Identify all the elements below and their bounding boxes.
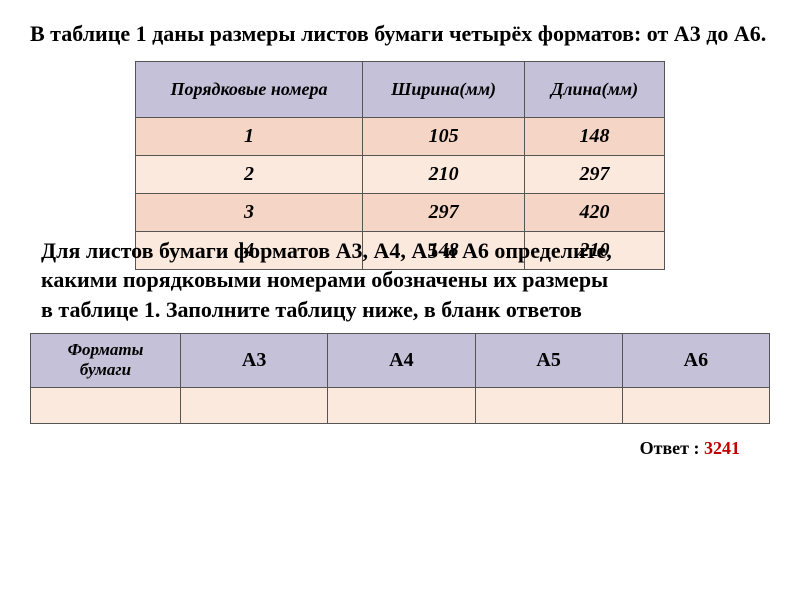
table-row: 1 105 148 xyxy=(136,117,665,155)
cell: 420 xyxy=(525,193,665,231)
answer-cell xyxy=(31,387,181,423)
paragraph-line: Для листов бумаги форматов А3, А4, А5 и … xyxy=(30,236,770,266)
cell: 210 xyxy=(363,155,525,193)
formats-label: Форматы бумаги xyxy=(31,333,181,387)
col-header-width: Ширина(мм) xyxy=(363,61,525,117)
answer-row xyxy=(31,387,770,423)
paragraph-line: в таблице 1. Заполните таблицу ниже, в б… xyxy=(30,295,770,325)
col-header-length: Длина(мм) xyxy=(525,61,665,117)
paragraph-line: какими порядковыми номерами обозначены и… xyxy=(30,265,770,295)
cell: 2 xyxy=(136,155,363,193)
format-col-a3: А3 xyxy=(181,333,328,387)
format-col-a4: А4 xyxy=(328,333,475,387)
formats-table: Форматы бумаги А3 А4 А5 А6 xyxy=(30,333,770,424)
table-row: 3 297 420 xyxy=(136,193,665,231)
answer-cell xyxy=(622,387,769,423)
cell: 297 xyxy=(363,193,525,231)
cell: 3 xyxy=(136,193,363,231)
answer-cell xyxy=(181,387,328,423)
table-row: 2 210 297 xyxy=(136,155,665,193)
cell: 148 xyxy=(525,117,665,155)
cell: 105 xyxy=(363,117,525,155)
cell: 1 xyxy=(136,117,363,155)
answer-line: Ответ : 3241 xyxy=(30,438,770,459)
answer-cell xyxy=(328,387,475,423)
format-col-a5: А5 xyxy=(475,333,622,387)
cell: 297 xyxy=(525,155,665,193)
page-title: В таблице 1 даны размеры листов бумаги ч… xyxy=(30,20,770,49)
col-header-number: Порядковые номера xyxy=(136,61,363,117)
answer-cell xyxy=(475,387,622,423)
instructions-paragraph: Для листов бумаги форматов А3, А4, А5 и … xyxy=(30,236,770,325)
answer-value: 3241 xyxy=(704,438,740,458)
format-col-a6: А6 xyxy=(622,333,769,387)
answer-label: Ответ : xyxy=(640,438,704,458)
